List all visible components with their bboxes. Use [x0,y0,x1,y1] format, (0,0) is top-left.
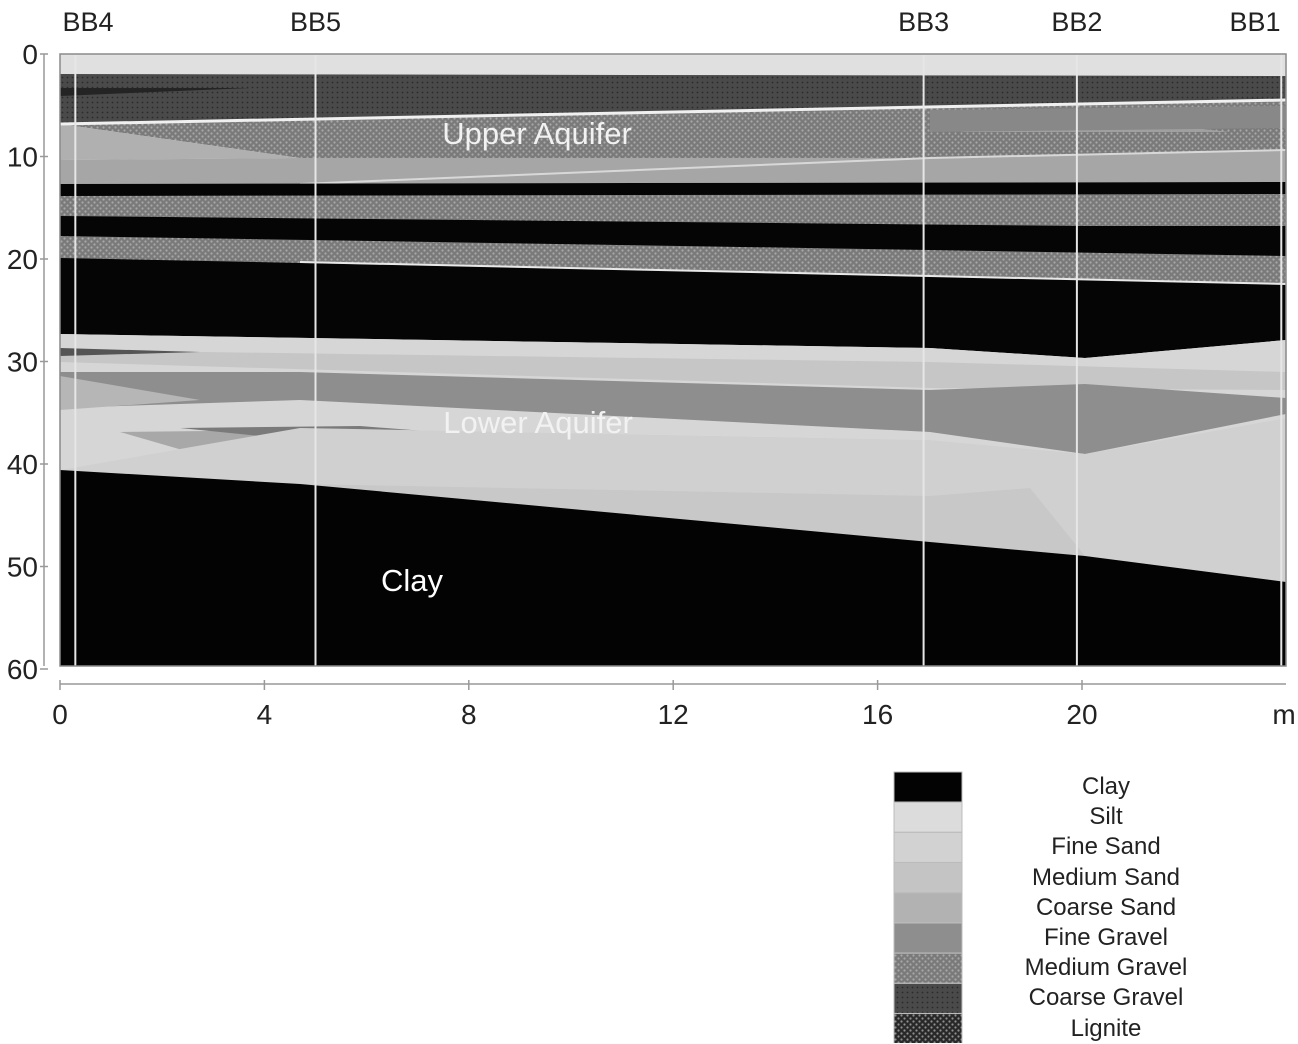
lower-aquifer-label: Lower Aquifer [443,405,633,440]
legend-swatch [893,922,963,954]
fine-gravel-band [930,106,1286,132]
legend-label: Fine Sand [1051,833,1161,861]
middle-clay-unit [60,182,1287,358]
upper-aquifer-label: Upper Aquifer [442,116,632,151]
legend-label: Coarse Sand [1035,893,1177,921]
borehole-label: BB3 [898,7,949,37]
distance-unit-label: m [1272,699,1295,730]
distance-tick-label: 16 [862,699,893,730]
borehole-label: BB1 [1229,7,1280,37]
depth-tick-label: 10 [7,142,38,173]
legend-swatch [893,892,963,924]
depth-tick-label: 30 [7,347,38,378]
medium-sand-base [60,470,1085,556]
coarse-sand-base [60,150,1286,184]
legend-swatch [893,952,963,984]
coarse-gravel-layer [60,74,1286,124]
borehole-label: BB4 [62,7,113,37]
distance-tick-label: 8 [461,699,477,730]
lignite-band [60,236,1286,284]
upper-aquifer-layers [59,56,1287,185]
distance-tick-label: 20 [1066,699,1097,730]
legend-swatch [893,831,963,863]
lignite-lens [60,88,250,96]
legend-label: Medium Sand [1031,863,1181,891]
lower-aquifer-layers [60,334,1286,582]
coarse-sand-lens [60,376,200,410]
clay-zone-label: Clay [381,563,444,598]
depth-tick-label: 0 [22,39,38,70]
boundary-line [299,261,1287,285]
distance-tick-label: 0 [52,699,68,730]
depth-tick-label: 60 [7,654,38,685]
distance-tick-label: 12 [658,699,689,730]
borehole-lines [74,54,1283,666]
legend-swatch [893,1013,963,1043]
legend-label: Coarse Gravel [1028,984,1184,1012]
legend-swatch [893,982,963,1014]
legend-swatch [893,771,963,803]
depth-tick-label: 40 [7,449,38,480]
depth-tick-label: 50 [7,552,38,583]
depth-axis-ticks: 0 10 20 30 40 50 60 [7,39,48,685]
distance-axis-ticks: 0 4 8 12 16 20 [52,680,1098,730]
silt-band [60,350,1286,390]
legend-label: Clay [1081,773,1130,800]
legend-label: Lignite [1070,1014,1142,1042]
topsoil-layer [60,56,1286,80]
legend-label: Silt [1089,803,1123,831]
legend-swatches [893,771,963,1043]
boundary-line [59,98,1287,126]
borehole-label: BB5 [290,7,341,37]
section-frame [59,53,1287,667]
coarse-sand-lens-bb4 [60,124,300,160]
legend-swatch [893,801,963,833]
borehole-label: BB2 [1051,7,1102,37]
depth-tick-label: 20 [7,244,38,275]
basal-clay-layer [60,470,1286,666]
distance-tick-label: 4 [257,699,273,730]
fine-gravel-layer [60,372,1286,454]
legend-swatch [893,862,963,894]
legend-label: Medium Gravel [1024,954,1188,982]
coarse-gravel-lens [60,348,200,356]
boundary-line [299,149,1287,185]
lignite-band [60,194,1286,226]
legend-label: Fine Gravel [1043,924,1169,951]
